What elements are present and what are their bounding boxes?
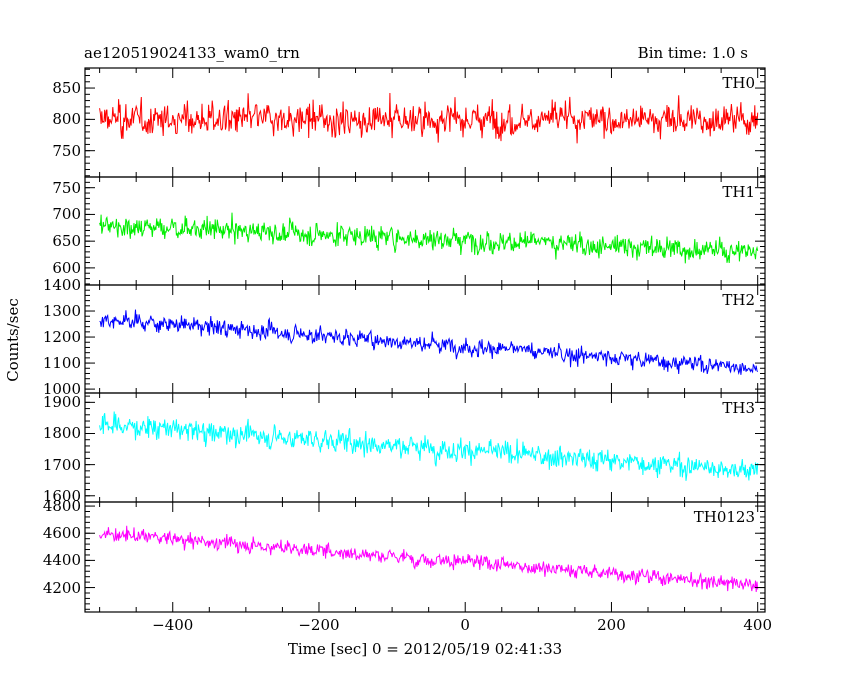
- y-tick-label: 1000: [42, 380, 81, 399]
- x-tick-label: 400: [743, 616, 773, 634]
- y-tick-label: 850: [52, 79, 81, 98]
- series-line-th0: [99, 92, 759, 144]
- x-axis-label: Time [sec] 0 = 2012/05/19 02:41:33: [287, 640, 563, 658]
- panel-frame-th0123: [84, 501, 766, 613]
- y-tick-label: 4600: [42, 524, 81, 543]
- panel-frame-th3: [84, 392, 766, 503]
- y-tick-label: 750: [52, 178, 81, 197]
- x-tick-label: −200: [298, 616, 340, 634]
- panel-label-th0123: TH0123: [693, 508, 755, 526]
- y-tick-label: 1100: [42, 354, 81, 373]
- y-tick-label: 1300: [42, 302, 81, 321]
- chart-title: ae120519024133_wam0_trn: [84, 44, 300, 62]
- y-tick-label: 800: [52, 110, 81, 129]
- x-tick-label: −400: [152, 616, 194, 634]
- y-tick-label: 4200: [42, 578, 81, 597]
- series-line-th1: [99, 212, 759, 264]
- y-tick-label: 1900: [42, 393, 81, 412]
- y-tick-label: 1200: [42, 328, 81, 347]
- y-tick-label: 700: [52, 205, 81, 224]
- panel-frames: [84, 67, 766, 613]
- panel-frame-th0: [84, 67, 766, 178]
- y-tick-label: 1600: [42, 486, 81, 505]
- y-tick-label: 750: [52, 141, 81, 160]
- x-tick-label: 0: [460, 616, 470, 634]
- bin-time-label: Bin time: 1.0 s: [637, 44, 748, 62]
- series-curves: [99, 92, 759, 593]
- y-tick-label: 650: [52, 232, 81, 251]
- panel-label-th3: TH3: [722, 399, 755, 417]
- axis-ticks: [85, 68, 765, 612]
- y-tick-label: 1700: [42, 455, 81, 474]
- series-line-th2: [99, 309, 759, 376]
- y-tick-label: 4800: [42, 497, 81, 516]
- y-tick-label: 1800: [42, 424, 81, 443]
- y-tick-label: 4400: [42, 551, 81, 570]
- y-tick-label: 600: [52, 258, 81, 277]
- series-line-th0123: [99, 525, 759, 593]
- panel-frame-th2: [84, 284, 766, 394]
- y-axis-label: Counts/sec: [4, 298, 22, 382]
- series-line-th3: [99, 411, 759, 481]
- y-tick-label: 1400: [42, 276, 81, 294]
- panel-label-th0: TH0: [722, 74, 755, 92]
- panel-label-th2: TH2: [722, 291, 755, 309]
- x-tick-label: 200: [597, 616, 626, 634]
- panel-label-th1: TH1: [722, 183, 755, 201]
